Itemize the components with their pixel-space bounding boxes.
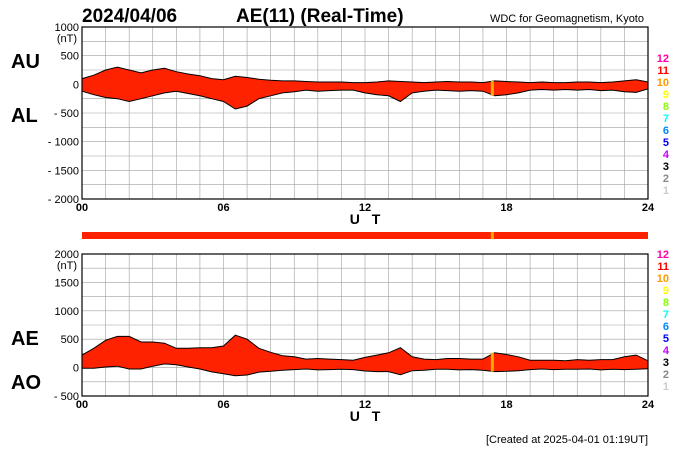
x-tick-label: 12 <box>359 399 371 411</box>
y-tick-label: 1500 <box>55 277 79 289</box>
plot-frame <box>81 253 649 397</box>
ae-ao-panel: 2000 1500 1000 500 0 - 500 (nT) 00 06 12 18 24 U T AE… <box>11 249 655 424</box>
x-tick-label: 00 <box>76 399 88 411</box>
legend-entry-5: 5 <box>663 333 669 345</box>
legend-entry-12: 12 <box>657 249 669 261</box>
y-tick-label: 1000 <box>55 22 79 34</box>
legend-entry-3: 3 <box>663 357 669 369</box>
side-label-ae: AE <box>11 328 39 350</box>
legend-entry-5: 5 <box>663 137 669 149</box>
legend-entry-7: 7 <box>663 113 669 125</box>
legend-entry-11: 11 <box>657 261 669 273</box>
series-line-ae <box>81 334 649 362</box>
grid <box>82 254 648 396</box>
legend-entry-9: 9 <box>663 285 669 297</box>
x-tick-label: 00 <box>76 202 88 214</box>
legend-entry-3: 3 <box>663 161 669 173</box>
grid <box>82 27 648 199</box>
legend-entry-9: 9 <box>663 89 669 101</box>
y-tick-label: 0 <box>73 363 79 375</box>
x-tick-label: 12 <box>359 202 371 214</box>
y-tick-label: 1000 <box>55 306 79 318</box>
unit-label: (nT) <box>57 33 77 45</box>
area-fill <box>82 335 648 376</box>
y-tick-label: - 2000 <box>48 194 79 206</box>
legend-entry-1: 1 <box>663 381 669 393</box>
x-axis-label: U T <box>350 211 385 227</box>
legend-entry-6: 6 <box>663 321 669 333</box>
legend-entry-8: 8 <box>663 101 669 113</box>
y-tick-label: - 500 <box>54 108 79 120</box>
legend-entry-11: 11 <box>657 65 669 77</box>
x-tick-label: 24 <box>642 202 655 214</box>
series-line-al <box>81 88 649 110</box>
station-count-bar <box>82 232 648 239</box>
side-label-al: AL <box>11 105 38 127</box>
legend-entry-12: 12 <box>657 53 669 65</box>
legend-entry-4: 4 <box>663 149 670 161</box>
y-tick-label: 500 <box>61 51 79 63</box>
x-tick-label: 18 <box>500 202 512 214</box>
x-tick-label: 06 <box>217 399 229 411</box>
y-tick-label: - 1500 <box>48 165 79 177</box>
plot-frame <box>81 26 649 200</box>
series-line-ao <box>82 363 649 377</box>
legend-entry-4: 4 <box>663 345 670 357</box>
series-line-au <box>81 66 649 84</box>
station-bar-fill <box>82 232 648 239</box>
x-tick-label: 24 <box>642 399 655 411</box>
chart-title: AE(11) (Real-Time) <box>236 6 404 27</box>
date-label: 2024/04/06 <box>82 6 177 27</box>
unit-label: (nT) <box>57 260 77 272</box>
y-tick-label: 500 <box>61 334 79 346</box>
legend-entry-7: 7 <box>663 309 669 321</box>
y-tick-label: 0 <box>73 79 79 91</box>
station-bar-mark <box>490 232 494 239</box>
legend-entry-2: 2 <box>663 173 669 185</box>
x-axis-label: U T <box>350 408 385 424</box>
side-label-ao: AO <box>11 372 41 394</box>
y-tick-label: 2000 <box>55 249 79 261</box>
y-tick-label: - 500 <box>54 391 79 403</box>
source-label: WDC for Geomagnetism, Kyoto <box>490 13 644 25</box>
y-tick-label: - 1000 <box>48 137 79 149</box>
x-tick-label: 06 <box>217 202 229 214</box>
legend-entry-1: 1 <box>663 185 669 197</box>
legend-entry-10: 10 <box>657 273 669 285</box>
side-label-au: AU <box>11 51 40 73</box>
au-al-panel: 1000 500 0 - 500 - 1000 - 1500 - 2000 (nT) 00 06 1… <box>11 22 655 227</box>
legend-entry-6: 6 <box>663 125 669 137</box>
creation-timestamp: [Created at 2025-04-01 01:19UT] <box>486 434 648 446</box>
x-tick-label: 18 <box>500 399 512 411</box>
legend-entry-8: 8 <box>663 297 669 309</box>
legend-entry-10: 10 <box>657 77 669 89</box>
legend-entry-2: 2 <box>663 369 669 381</box>
area-fill <box>82 67 648 109</box>
